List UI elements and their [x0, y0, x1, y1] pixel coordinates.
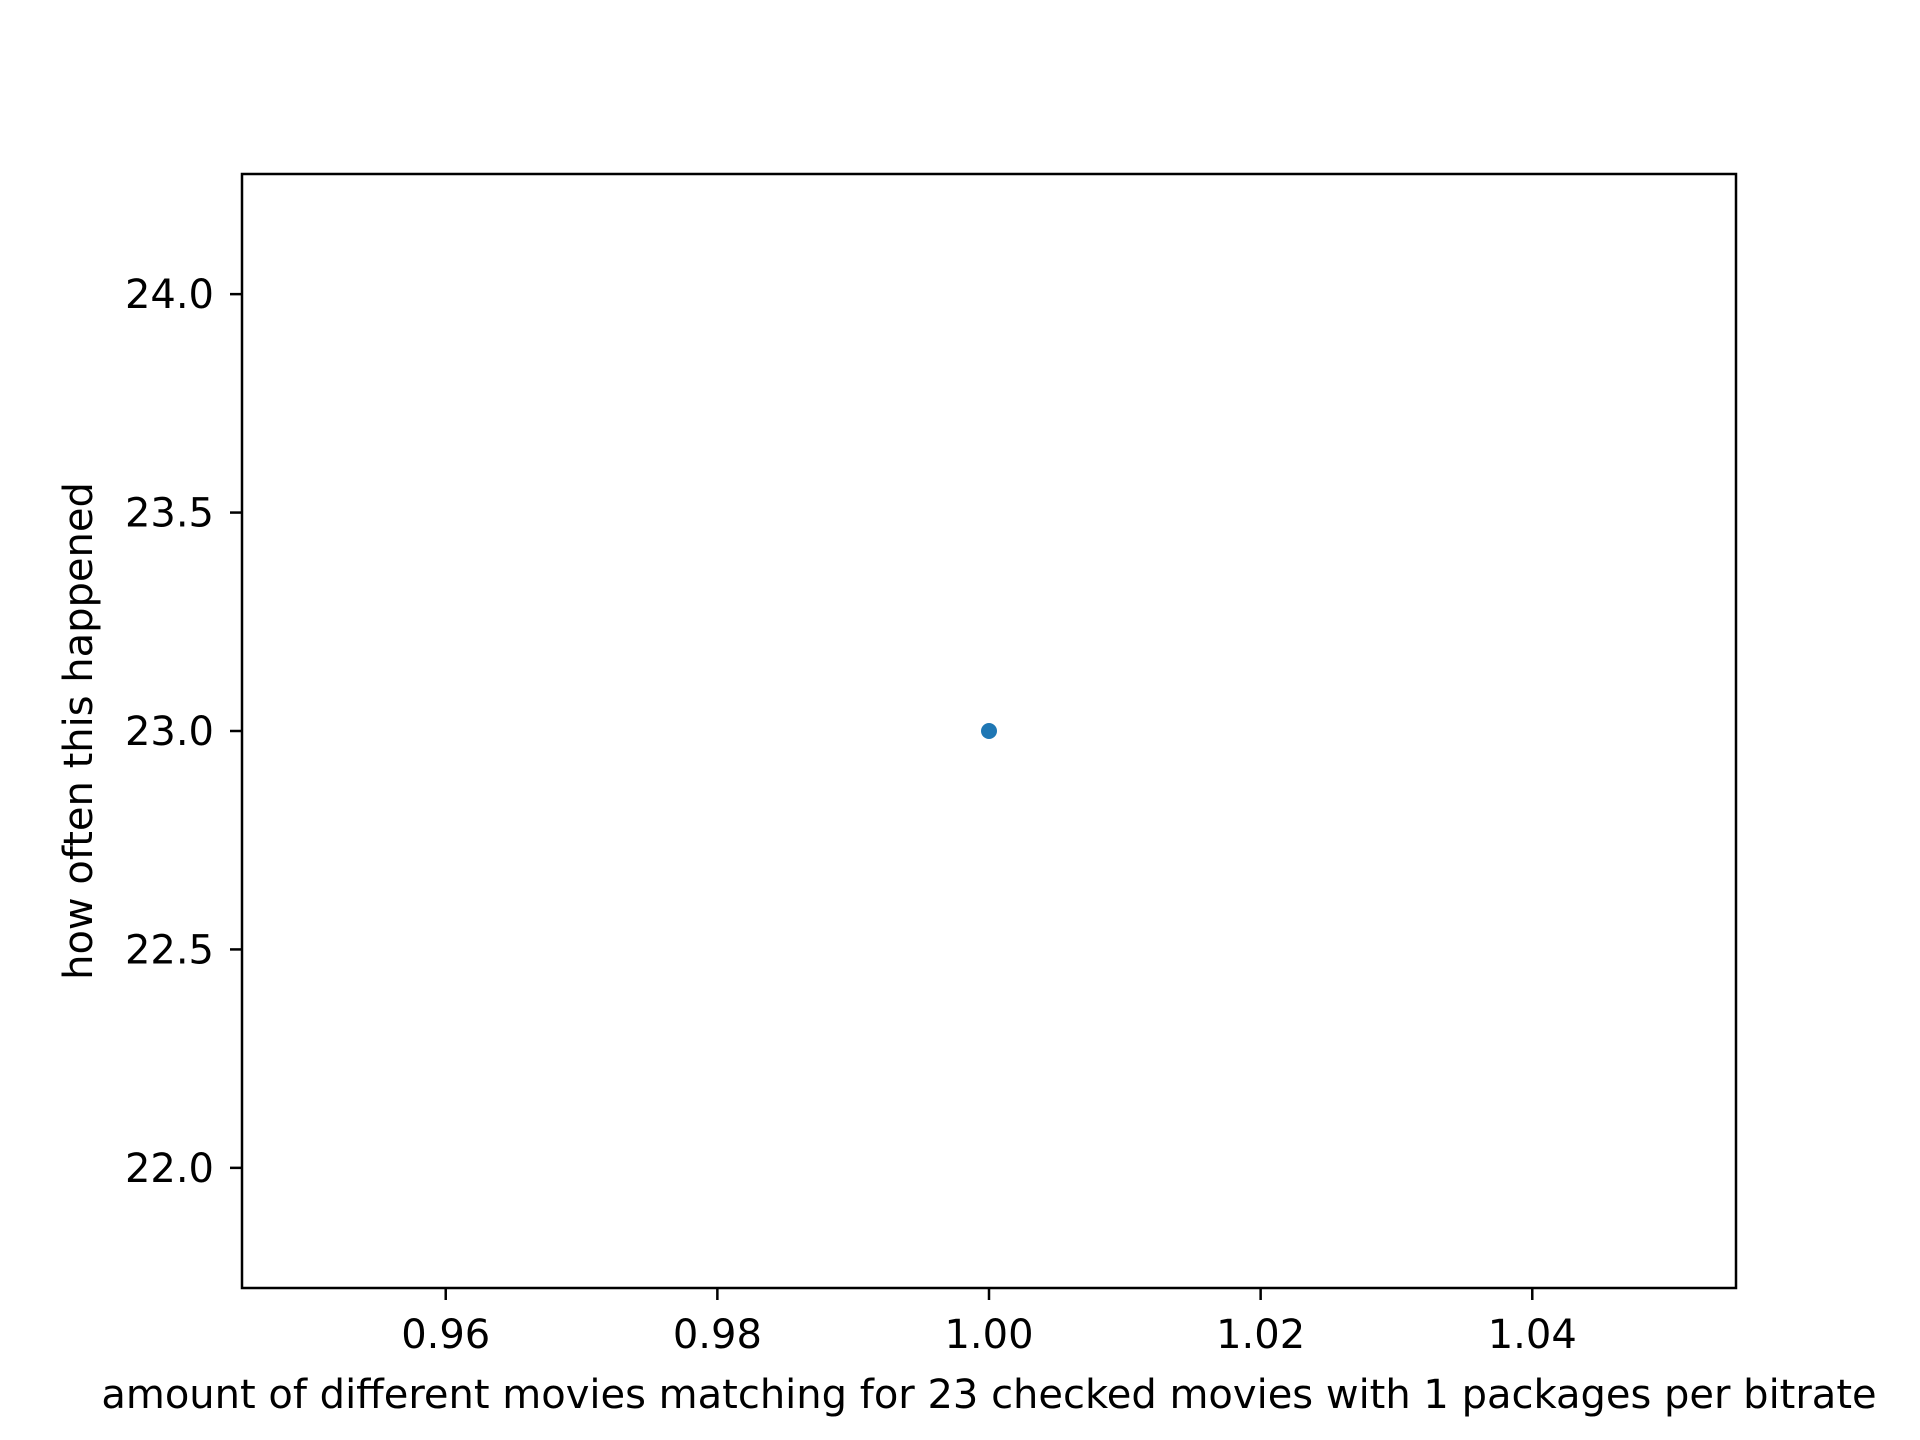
y-axis-label: how often this happened	[56, 482, 102, 980]
y-tick-label: 24.0	[125, 272, 214, 318]
x-tick-label: 1.02	[1216, 1312, 1305, 1358]
x-axis-label: amount of different movies matching for …	[101, 1372, 1876, 1418]
x-axis: 0.96 0.98 1.00 1.02 1.04	[401, 1288, 1577, 1358]
y-tick-label: 22.0	[125, 1146, 214, 1192]
data-point	[981, 723, 997, 739]
data-points	[981, 723, 997, 739]
y-axis: 22.0 22.5 23.0 23.5 24.0	[125, 272, 242, 1192]
y-tick-label: 23.5	[125, 491, 214, 537]
x-tick-label: 0.96	[401, 1312, 490, 1358]
x-tick-label: 0.98	[673, 1312, 762, 1358]
x-tick-label: 1.04	[1488, 1312, 1577, 1358]
y-tick-label: 22.5	[125, 927, 214, 973]
x-tick-label: 1.00	[944, 1312, 1033, 1358]
y-tick-label: 23.0	[125, 709, 214, 755]
